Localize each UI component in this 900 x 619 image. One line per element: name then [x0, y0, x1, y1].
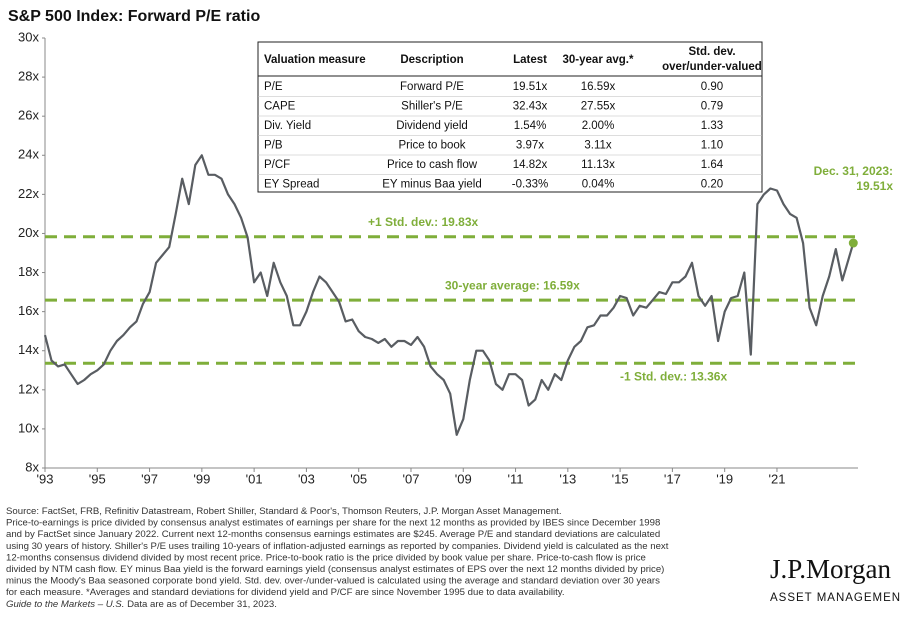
x-tick-label: '19 — [716, 471, 733, 486]
table-cell: Div. Yield — [264, 120, 311, 132]
table-cell: 11.13x — [581, 159, 615, 171]
end-annotation: Dec. 31, 2023: — [814, 164, 893, 178]
table-cell: 1.64 — [701, 159, 724, 171]
footnote: 12-months consensus dividend divided by … — [6, 552, 646, 563]
x-tick-label: '11 — [508, 471, 524, 486]
table-cell: 32.43x — [513, 101, 548, 113]
footnote: for each measure. *Averages and standard… — [6, 587, 565, 598]
data-line — [43, 154, 855, 436]
x-tick-label: '05 — [350, 471, 367, 486]
table-cell: P/B — [264, 140, 283, 152]
y-tick-label: 16x — [18, 303, 39, 318]
footnote: divided by NTM cash flow. EY minus Baa y… — [6, 564, 664, 575]
x-tick-label: '99 — [193, 471, 210, 486]
y-tick-label: 22x — [18, 186, 39, 201]
x-tick-label: '93 — [37, 471, 54, 486]
table-cell: 3.97x — [516, 140, 544, 152]
table-cell: Price to book — [398, 140, 465, 152]
table-header: Latest — [513, 54, 547, 66]
reference-label: 30-year average: 16.59x — [445, 278, 580, 292]
y-tick-label: 10x — [18, 420, 39, 435]
table-box — [257, 41, 763, 193]
y-tick-label: 24x — [18, 147, 39, 162]
x-tick-label: '95 — [89, 471, 106, 486]
table-cell: Shiller's P/E — [401, 101, 463, 113]
y-tick-label: 18x — [18, 264, 39, 279]
table-cell: 16.59x — [581, 81, 616, 93]
table-cell: P/E — [264, 81, 283, 93]
footnote-asof: Data are as of December 31, 2023. — [127, 599, 277, 610]
table-cell: EY minus Baa yield — [382, 179, 482, 191]
table-cell: Dividend yield — [396, 120, 468, 132]
valuation-table: Valuation measure Description Latest 30-yea… — [257, 41, 763, 193]
footnote: Source: FactSet, FRB, Refinitiv Datastre… — [6, 506, 562, 517]
table-cell: 14.82x — [513, 159, 548, 171]
table-header: Std. dev. over/under-valued — [662, 46, 762, 73]
y-tick-label: 8x — [25, 459, 39, 474]
table-cell: Price to cash flow — [387, 159, 478, 171]
footnote: and by FactSet since January 2022. Curre… — [6, 529, 660, 540]
table-cell: 3.11x — [584, 140, 612, 152]
x-tick-label: '07 — [403, 471, 420, 486]
footnote: using 30 years of history. Shiller's P/E… — [6, 541, 669, 552]
table-cell: Forward P/E — [400, 81, 464, 93]
footnote-guide: Guide to the Markets – U.S. — [6, 599, 124, 610]
reference-label: +1 Std. dev.: 19.83x — [368, 215, 478, 229]
table-cell: 1.10 — [701, 140, 723, 152]
x-tick-label: '21 — [768, 471, 785, 486]
table-cell: 27.55x — [581, 101, 616, 113]
end-point — [848, 238, 858, 248]
footnote: minus the Moody's Baa seasoned corporate… — [6, 576, 660, 587]
y-tick-label: 14x — [18, 342, 39, 357]
x-tick-label: '15 — [612, 471, 629, 486]
table-cell: 0.79 — [701, 101, 723, 113]
table-header: Valuation measure — [264, 54, 366, 66]
x-tick-label: '17 — [664, 471, 681, 486]
reference-label: -1 Std. dev.: 13.36x — [620, 369, 727, 383]
table-header: 30-year avg.* — [563, 54, 634, 66]
table-cell: -0.33% — [512, 179, 548, 191]
y-tick-label: 30x — [18, 29, 39, 44]
x-tick-label: '01 — [246, 471, 263, 486]
logo-tagline: ASSET MANAGEMENT — [770, 592, 900, 604]
y-tick-label: 26x — [18, 108, 39, 123]
end-annotation: 19.51x — [856, 179, 893, 193]
x-tick-label: '13 — [559, 471, 576, 486]
footnote: Price-to-earnings is price divided by co… — [6, 518, 660, 529]
table-cell: 0.90 — [701, 81, 723, 93]
y-tick-label: 20x — [18, 225, 39, 240]
x-tick-label: '97 — [141, 471, 158, 486]
footnote-date: Guide to the Markets – U.S. Data are as … — [6, 599, 277, 610]
chart-title: S&P 500 Index: Forward P/E ratio — [8, 8, 260, 25]
logo: J.P.Morgan — [770, 554, 892, 584]
x-tick-label: '03 — [298, 471, 315, 486]
table-cell: 0.20 — [701, 179, 723, 191]
table-cell: CAPE — [264, 101, 296, 113]
y-tick-label: 28x — [18, 69, 39, 84]
table-cell: 0.04% — [582, 179, 615, 191]
y-tick-label: 12x — [18, 381, 39, 396]
table-cell: 19.51x — [513, 81, 548, 93]
table-header: Description — [400, 54, 463, 66]
table-cell: 1.33 — [701, 120, 723, 132]
table-cell: 2.00% — [582, 120, 615, 132]
table-cell: EY Spread — [264, 179, 319, 191]
table-cell: P/CF — [264, 159, 290, 171]
table-cell: 1.54% — [514, 120, 547, 132]
x-tick-label: '09 — [455, 471, 472, 486]
